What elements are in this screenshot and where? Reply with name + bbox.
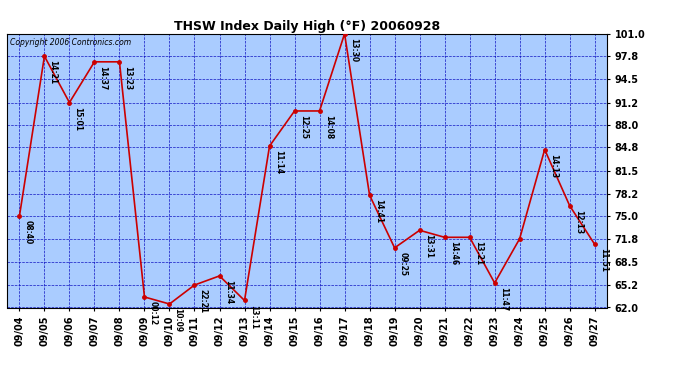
Text: 08:40: 08:40 bbox=[23, 220, 32, 245]
Text: 12:25: 12:25 bbox=[299, 115, 308, 139]
Text: 14:41: 14:41 bbox=[374, 200, 383, 223]
Text: 15:01: 15:01 bbox=[74, 107, 83, 131]
Text: 11:14: 11:14 bbox=[274, 150, 283, 174]
Text: Copyright 2006 Contronics.com: Copyright 2006 Contronics.com bbox=[10, 38, 131, 47]
Text: 13:21: 13:21 bbox=[474, 242, 483, 266]
Text: 11:34: 11:34 bbox=[224, 280, 233, 304]
Text: 14:13: 14:13 bbox=[549, 154, 558, 178]
Text: 11:47: 11:47 bbox=[499, 287, 508, 311]
Text: 14:21: 14:21 bbox=[48, 60, 57, 84]
Text: 11:51: 11:51 bbox=[599, 249, 608, 273]
Text: 14:37: 14:37 bbox=[99, 66, 108, 90]
Text: 13:23: 13:23 bbox=[124, 66, 132, 90]
Text: 13:31: 13:31 bbox=[424, 234, 433, 259]
Text: 10:09: 10:09 bbox=[174, 308, 183, 332]
Text: 12:13: 12:13 bbox=[574, 210, 583, 234]
Text: 14:08: 14:08 bbox=[324, 115, 333, 140]
Text: 14:46: 14:46 bbox=[448, 242, 457, 266]
Text: 13:11: 13:11 bbox=[248, 304, 257, 329]
Text: 13:30: 13:30 bbox=[348, 38, 357, 62]
Text: 00:12: 00:12 bbox=[148, 301, 157, 325]
Title: THSW Index Daily High (°F) 20060928: THSW Index Daily High (°F) 20060928 bbox=[174, 20, 440, 33]
Text: 09:25: 09:25 bbox=[399, 252, 408, 276]
Text: 22:21: 22:21 bbox=[199, 289, 208, 314]
